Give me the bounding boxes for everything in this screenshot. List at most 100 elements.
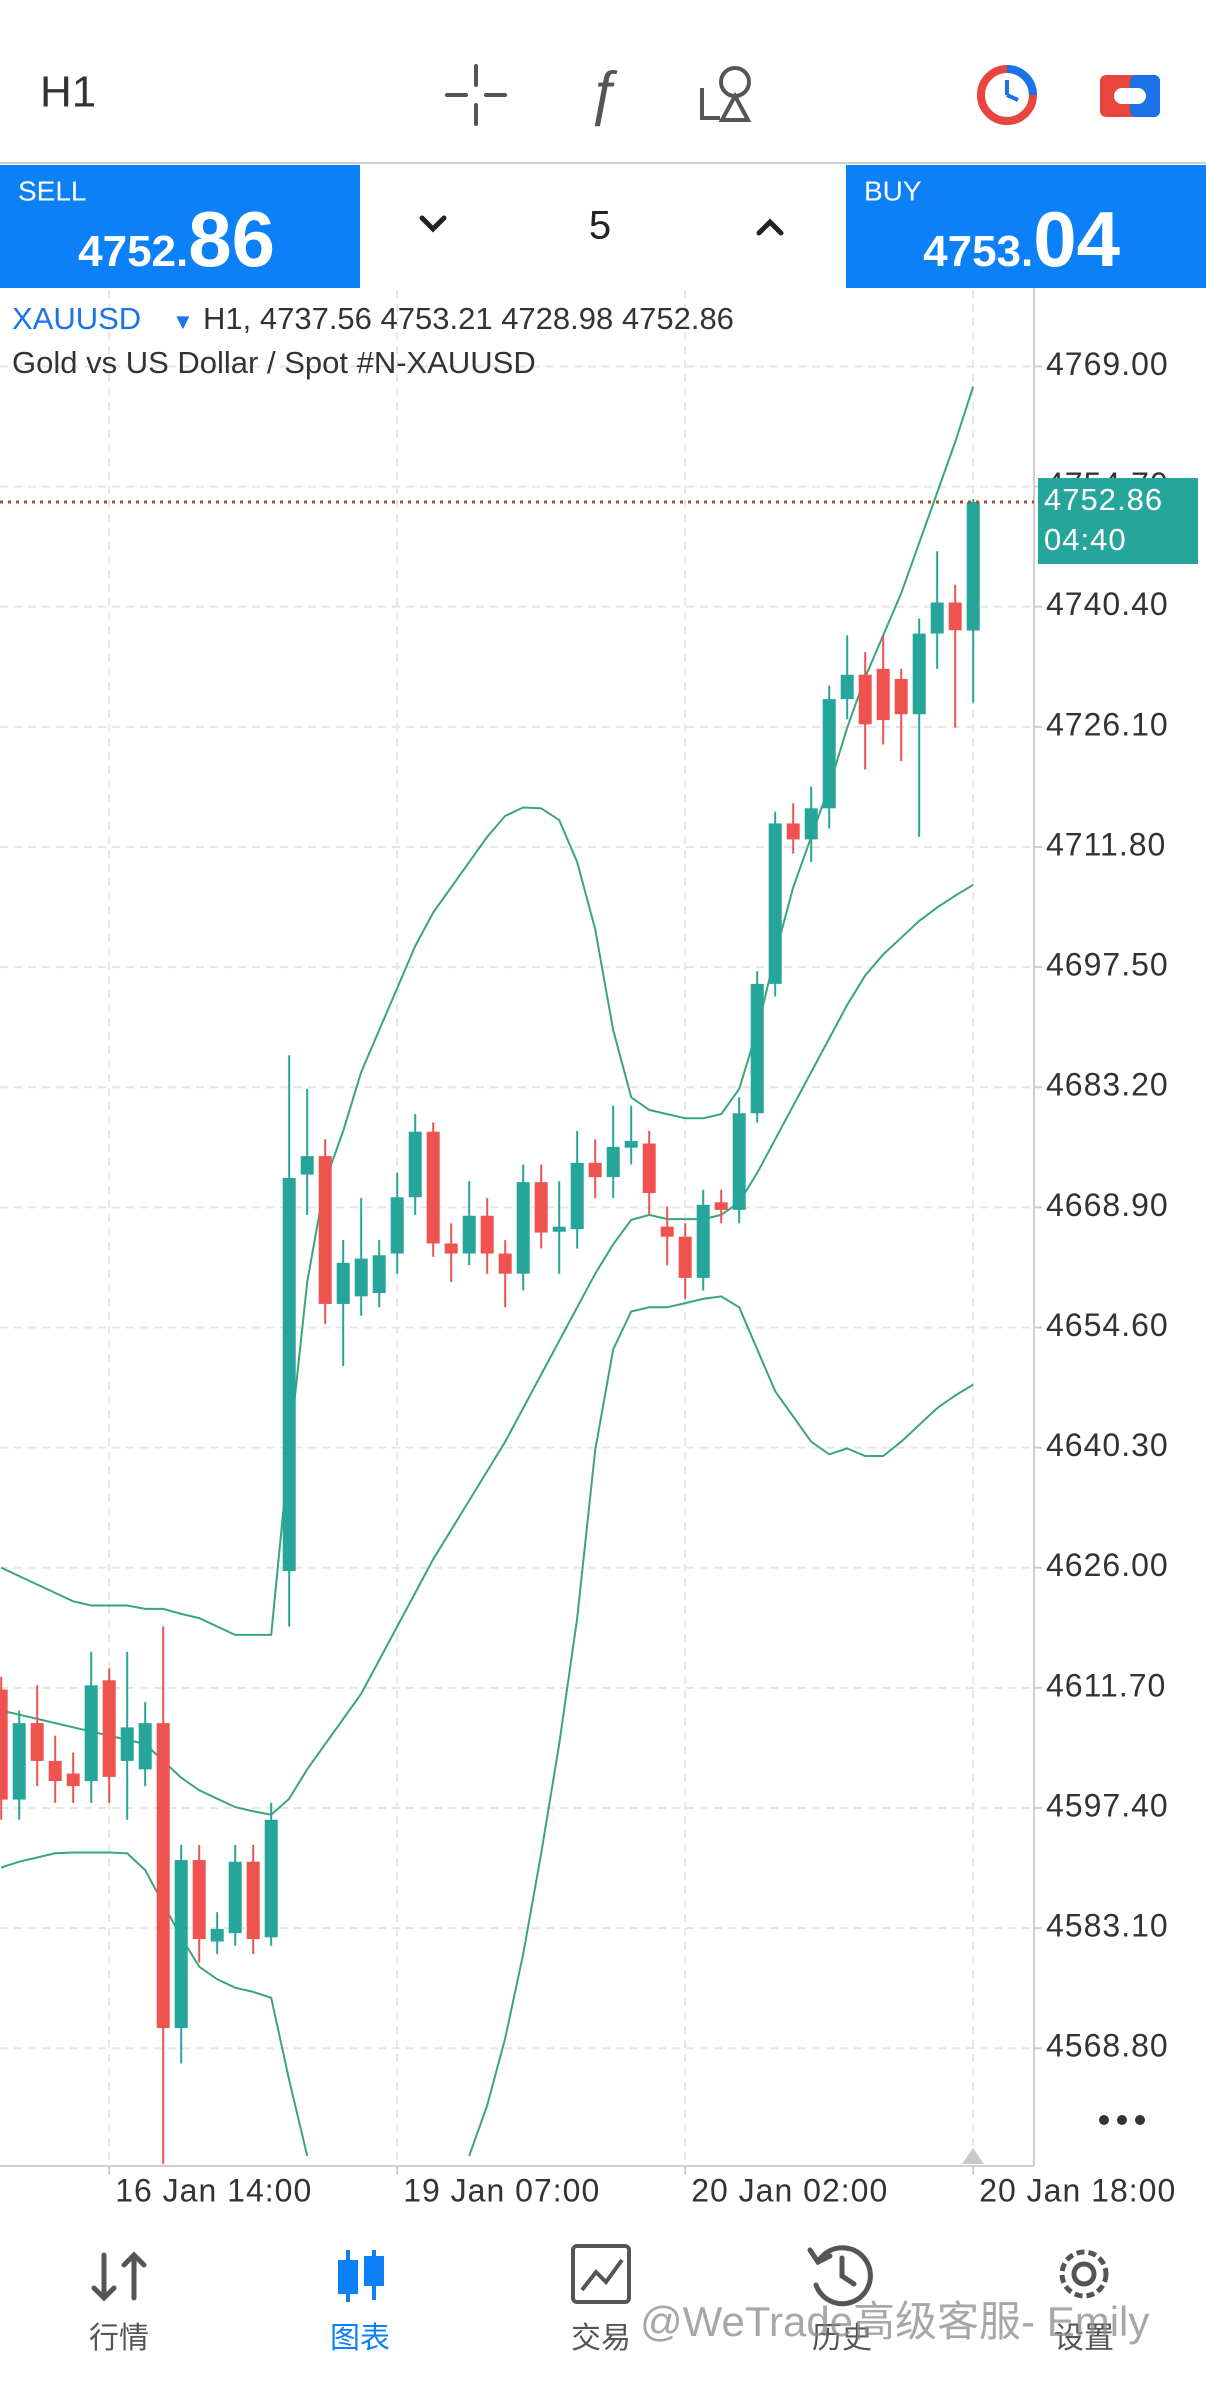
nav-item[interactable]: 历史 <box>812 2322 872 2355</box>
candle-body <box>696 1204 710 1278</box>
timeframe-button[interactable]: H1 <box>40 68 96 117</box>
candle-body <box>516 1182 530 1274</box>
candle-body <box>786 823 800 840</box>
candle-body <box>480 1215 494 1254</box>
candle-body <box>858 674 872 725</box>
candle-body <box>390 1197 404 1254</box>
candle-body <box>0 1689 8 1800</box>
x-tick-label: 20 Jan 18:00 <box>979 2172 1176 2208</box>
candle-body <box>12 1723 26 1800</box>
y-tick-label: 4611.70 <box>1046 1667 1166 1703</box>
candle-body <box>282 1177 296 1572</box>
price-axis: 4769.004754.704740.404726.104711.804697.… <box>108 346 1198 2208</box>
buy-label: BUY <box>864 175 922 206</box>
y-tick-label: 4654.60 <box>1046 1307 1169 1343</box>
plot-area <box>0 386 1034 2165</box>
x-tick-label: 19 Jan 07:00 <box>403 2172 600 2208</box>
bollinger-band <box>0 1295 974 2157</box>
grid <box>0 290 1034 2165</box>
candle-body <box>912 633 926 715</box>
candle-body <box>552 1226 566 1232</box>
nav-item[interactable]: 行情 <box>89 2322 149 2355</box>
color-scheme-button[interactable] <box>977 65 1037 125</box>
trade-icon <box>571 2244 631 2304</box>
candle-body <box>66 1773 80 1787</box>
crosshair-button[interactable] <box>445 64 507 126</box>
chart: 4769.004754.704740.404726.104711.804697.… <box>0 288 1198 2208</box>
settings-icon <box>1059 2249 1109 2299</box>
candle-body <box>804 808 818 840</box>
candle-body <box>732 1113 746 1210</box>
candle-body <box>498 1253 512 1274</box>
candle-body <box>534 1182 548 1233</box>
candle-body <box>426 1131 440 1244</box>
y-tick-label: 4711.80 <box>1046 826 1166 862</box>
price-box <box>1038 478 1198 565</box>
more-button[interactable] <box>1099 2115 1145 2125</box>
shift-marker <box>962 2148 984 2164</box>
chart-info: H1, 4737.56 4753.21 4728.98 4752.86 <box>203 301 734 336</box>
candle-body <box>192 1860 206 1940</box>
candle-body <box>750 983 764 1114</box>
watermark: @WeTrade高级客服- Emily <box>640 2298 1149 2345</box>
sell-price: 4752.86 <box>78 195 275 283</box>
symbol-dropdown[interactable]: ▼ <box>172 309 194 334</box>
candle-body <box>714 1202 728 1210</box>
sell-price-pips: 86 <box>188 195 275 283</box>
candle-body <box>354 1258 368 1297</box>
one-click-trade-button[interactable] <box>1100 75 1160 117</box>
trade-panel: SELL 4752.86 5 BUY 4753.04 <box>0 165 1206 288</box>
candle-body <box>822 699 836 809</box>
nav-item[interactable]: 设置 <box>1054 2322 1114 2355</box>
volume[interactable]: 5 <box>589 204 611 248</box>
nav-item[interactable]: 图表 <box>330 2322 390 2355</box>
nav-item[interactable]: 交易 <box>571 2322 631 2355</box>
y-tick-label: 4597.40 <box>1046 1787 1169 1823</box>
y-tick-label: 4769.00 <box>1046 346 1169 382</box>
x-tick-label: 16 Jan 14:00 <box>115 2172 312 2208</box>
bar-timer: 04:40 <box>1044 522 1127 557</box>
chart-icon <box>338 2250 384 2302</box>
sell-button[interactable] <box>0 165 360 288</box>
candle-body <box>138 1723 152 1770</box>
toolbar: H1 ƒ <box>40 59 1160 126</box>
history-icon <box>807 2245 873 2307</box>
candle-body <box>120 1727 134 1761</box>
y-tick-label: 4697.50 <box>1046 947 1169 983</box>
candle-body <box>48 1760 62 1782</box>
y-tick-label: 4726.10 <box>1046 706 1169 742</box>
candle-body <box>408 1131 422 1198</box>
buy-price-pips: 04 <box>1033 195 1120 283</box>
candle-body <box>660 1226 674 1237</box>
candle-body <box>876 668 890 721</box>
candle-body <box>174 1860 188 2029</box>
candle-body <box>588 1162 602 1178</box>
candle-body <box>264 1819 278 1938</box>
candle-body <box>642 1143 656 1194</box>
quotes-icon <box>91 2251 147 2302</box>
candle-body <box>678 1236 692 1278</box>
candle-body <box>102 1680 116 1777</box>
candle-body <box>606 1146 620 1178</box>
candle-body <box>210 1928 224 1942</box>
candle-body <box>894 678 908 715</box>
volume-down-button[interactable] <box>419 215 447 233</box>
volume-up-button[interactable] <box>756 218 784 236</box>
y-tick-label: 4626.00 <box>1046 1547 1169 1583</box>
y-tick-label: 4668.90 <box>1046 1187 1169 1223</box>
indicators-button[interactable]: ƒ <box>586 59 619 126</box>
buy-price: 4753.04 <box>923 195 1120 283</box>
bottom-nav: 行情 图表 交易 历史 设置 <box>89 2244 1114 2355</box>
symbol[interactable]: XAUUSD <box>12 301 141 336</box>
objects-button[interactable] <box>700 66 752 122</box>
candle-body <box>624 1140 638 1148</box>
candle-body <box>246 1861 260 1940</box>
candle-body <box>930 602 944 634</box>
x-tick-label: 20 Jan 02:00 <box>691 2172 888 2208</box>
candle-body <box>372 1255 386 1294</box>
y-tick-label: 4568.80 <box>1046 2028 1169 2064</box>
buy-button[interactable] <box>846 165 1206 288</box>
